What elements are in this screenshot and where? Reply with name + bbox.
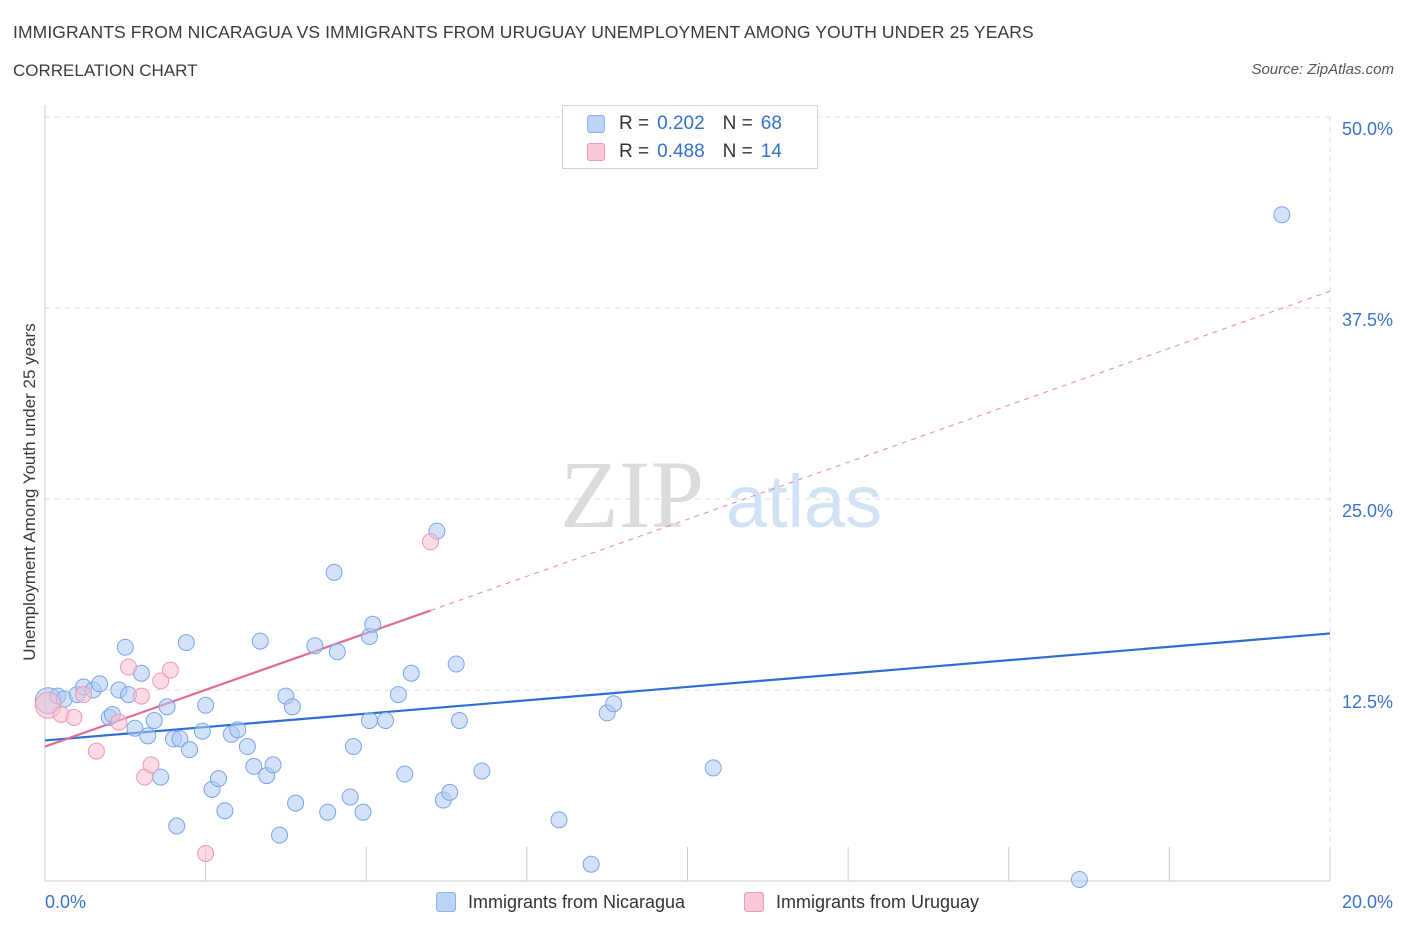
r-value: 0.488 xyxy=(657,141,705,162)
y-tick-label: 25.0% xyxy=(1342,501,1393,521)
point-nicaragua xyxy=(251,632,269,650)
point-uruguay xyxy=(132,687,150,705)
n-label: N = xyxy=(722,113,753,134)
chart-subtitle: CORRELATION CHART xyxy=(13,61,198,80)
r-label: R = xyxy=(619,141,650,162)
watermark-atlas: atlas xyxy=(726,460,882,543)
point-nicaragua xyxy=(271,826,289,844)
point-nicaragua xyxy=(396,765,414,783)
point-nicaragua xyxy=(582,855,600,873)
point-uruguay xyxy=(65,709,83,727)
trend-lines xyxy=(44,290,1331,748)
point-nicaragua xyxy=(1273,206,1291,224)
data-points xyxy=(34,206,1291,888)
r-label: R = xyxy=(619,113,650,134)
legend-label-nicaragua: Immigrants from Nicaragua xyxy=(468,891,686,912)
point-nicaragua xyxy=(402,664,420,682)
point-nicaragua xyxy=(229,721,247,739)
point-uruguay xyxy=(87,742,105,760)
chart-title: IMMIGRANTS FROM NICARAGUA VS IMMIGRANTS … xyxy=(13,22,1034,42)
point-nicaragua xyxy=(168,817,186,835)
point-nicaragua xyxy=(605,695,623,713)
axes xyxy=(44,105,1331,882)
y-tick-label: 12.5% xyxy=(1342,692,1393,712)
point-nicaragua xyxy=(325,563,343,581)
point-nicaragua xyxy=(216,802,234,820)
point-nicaragua xyxy=(306,637,324,655)
point-nicaragua xyxy=(158,698,176,716)
point-nicaragua xyxy=(139,727,157,745)
point-nicaragua xyxy=(264,756,282,774)
point-uruguay xyxy=(75,686,93,704)
point-nicaragua xyxy=(319,803,337,821)
point-nicaragua xyxy=(473,762,491,780)
point-nicaragua xyxy=(177,634,195,652)
x-tick-label: 20.0% xyxy=(1342,892,1393,912)
n-label: N = xyxy=(722,141,753,162)
stats-row-uruguay: R = 0.488 N = 14 xyxy=(587,140,782,164)
watermark-zip: ZIP xyxy=(560,441,704,548)
point-nicaragua xyxy=(341,788,359,806)
point-nicaragua xyxy=(328,643,346,661)
point-nicaragua xyxy=(91,675,109,693)
point-nicaragua xyxy=(145,712,163,730)
legend-label-uruguay: Immigrants from Uruguay xyxy=(776,891,980,912)
point-nicaragua xyxy=(364,615,382,633)
point-nicaragua xyxy=(377,712,395,730)
point-nicaragua xyxy=(550,811,568,829)
point-nicaragua xyxy=(1070,870,1088,888)
point-nicaragua xyxy=(450,712,468,730)
legend-swatch-nicaragua xyxy=(436,892,456,912)
legend-item-nicaragua[interactable]: Immigrants from Nicaragua xyxy=(436,889,685,915)
point-uruguay xyxy=(142,756,160,774)
stats-legend-box: R = 0.202 N = 68 R = 0.488 N = 14 xyxy=(562,105,818,169)
y-tick-label: 37.5% xyxy=(1342,310,1393,330)
point-nicaragua xyxy=(193,722,211,740)
n-value: 68 xyxy=(760,113,782,134)
point-nicaragua xyxy=(181,741,199,759)
point-nicaragua xyxy=(447,655,465,673)
point-uruguay xyxy=(152,672,170,690)
r-value: 0.202 xyxy=(657,113,705,134)
point-nicaragua xyxy=(441,783,459,801)
point-nicaragua xyxy=(344,738,362,756)
point-uruguay xyxy=(161,661,179,679)
point-uruguay xyxy=(110,713,128,731)
point-nicaragua xyxy=(197,696,215,714)
legend-item-uruguay[interactable]: Immigrants from Uruguay xyxy=(744,889,979,915)
point-uruguay xyxy=(422,533,439,551)
point-nicaragua xyxy=(354,803,372,821)
n-value: 14 xyxy=(760,141,782,162)
point-nicaragua xyxy=(116,638,134,656)
point-uruguay xyxy=(197,844,215,862)
point-nicaragua xyxy=(245,757,263,775)
legend-swatch-uruguay xyxy=(744,892,764,912)
point-nicaragua xyxy=(704,759,722,777)
x-tick-label: 0.0% xyxy=(45,892,86,912)
y-tick-label: 50.0% xyxy=(1342,119,1393,139)
stats-swatch-nicaragua xyxy=(587,115,605,133)
point-nicaragua xyxy=(238,738,256,756)
point-nicaragua xyxy=(360,712,378,730)
source-label: Source: ZipAtlas.com xyxy=(1251,61,1394,78)
point-nicaragua xyxy=(171,730,189,748)
tick-labels: 12.5% 25.0% 37.5% 50.0% 0.0% 20.0% xyxy=(45,119,1393,912)
stats-row-nicaragua: R = 0.202 N = 68 xyxy=(587,112,782,136)
point-nicaragua xyxy=(287,794,305,812)
point-nicaragua xyxy=(283,698,301,716)
stats-swatch-uruguay xyxy=(587,143,605,161)
trend-line-0 xyxy=(44,632,1331,742)
point-uruguay xyxy=(120,658,138,676)
point-nicaragua xyxy=(389,686,407,704)
point-nicaragua xyxy=(126,719,144,737)
point-nicaragua xyxy=(209,770,227,788)
zipatlas-watermark: ZIP atlas xyxy=(560,441,882,548)
